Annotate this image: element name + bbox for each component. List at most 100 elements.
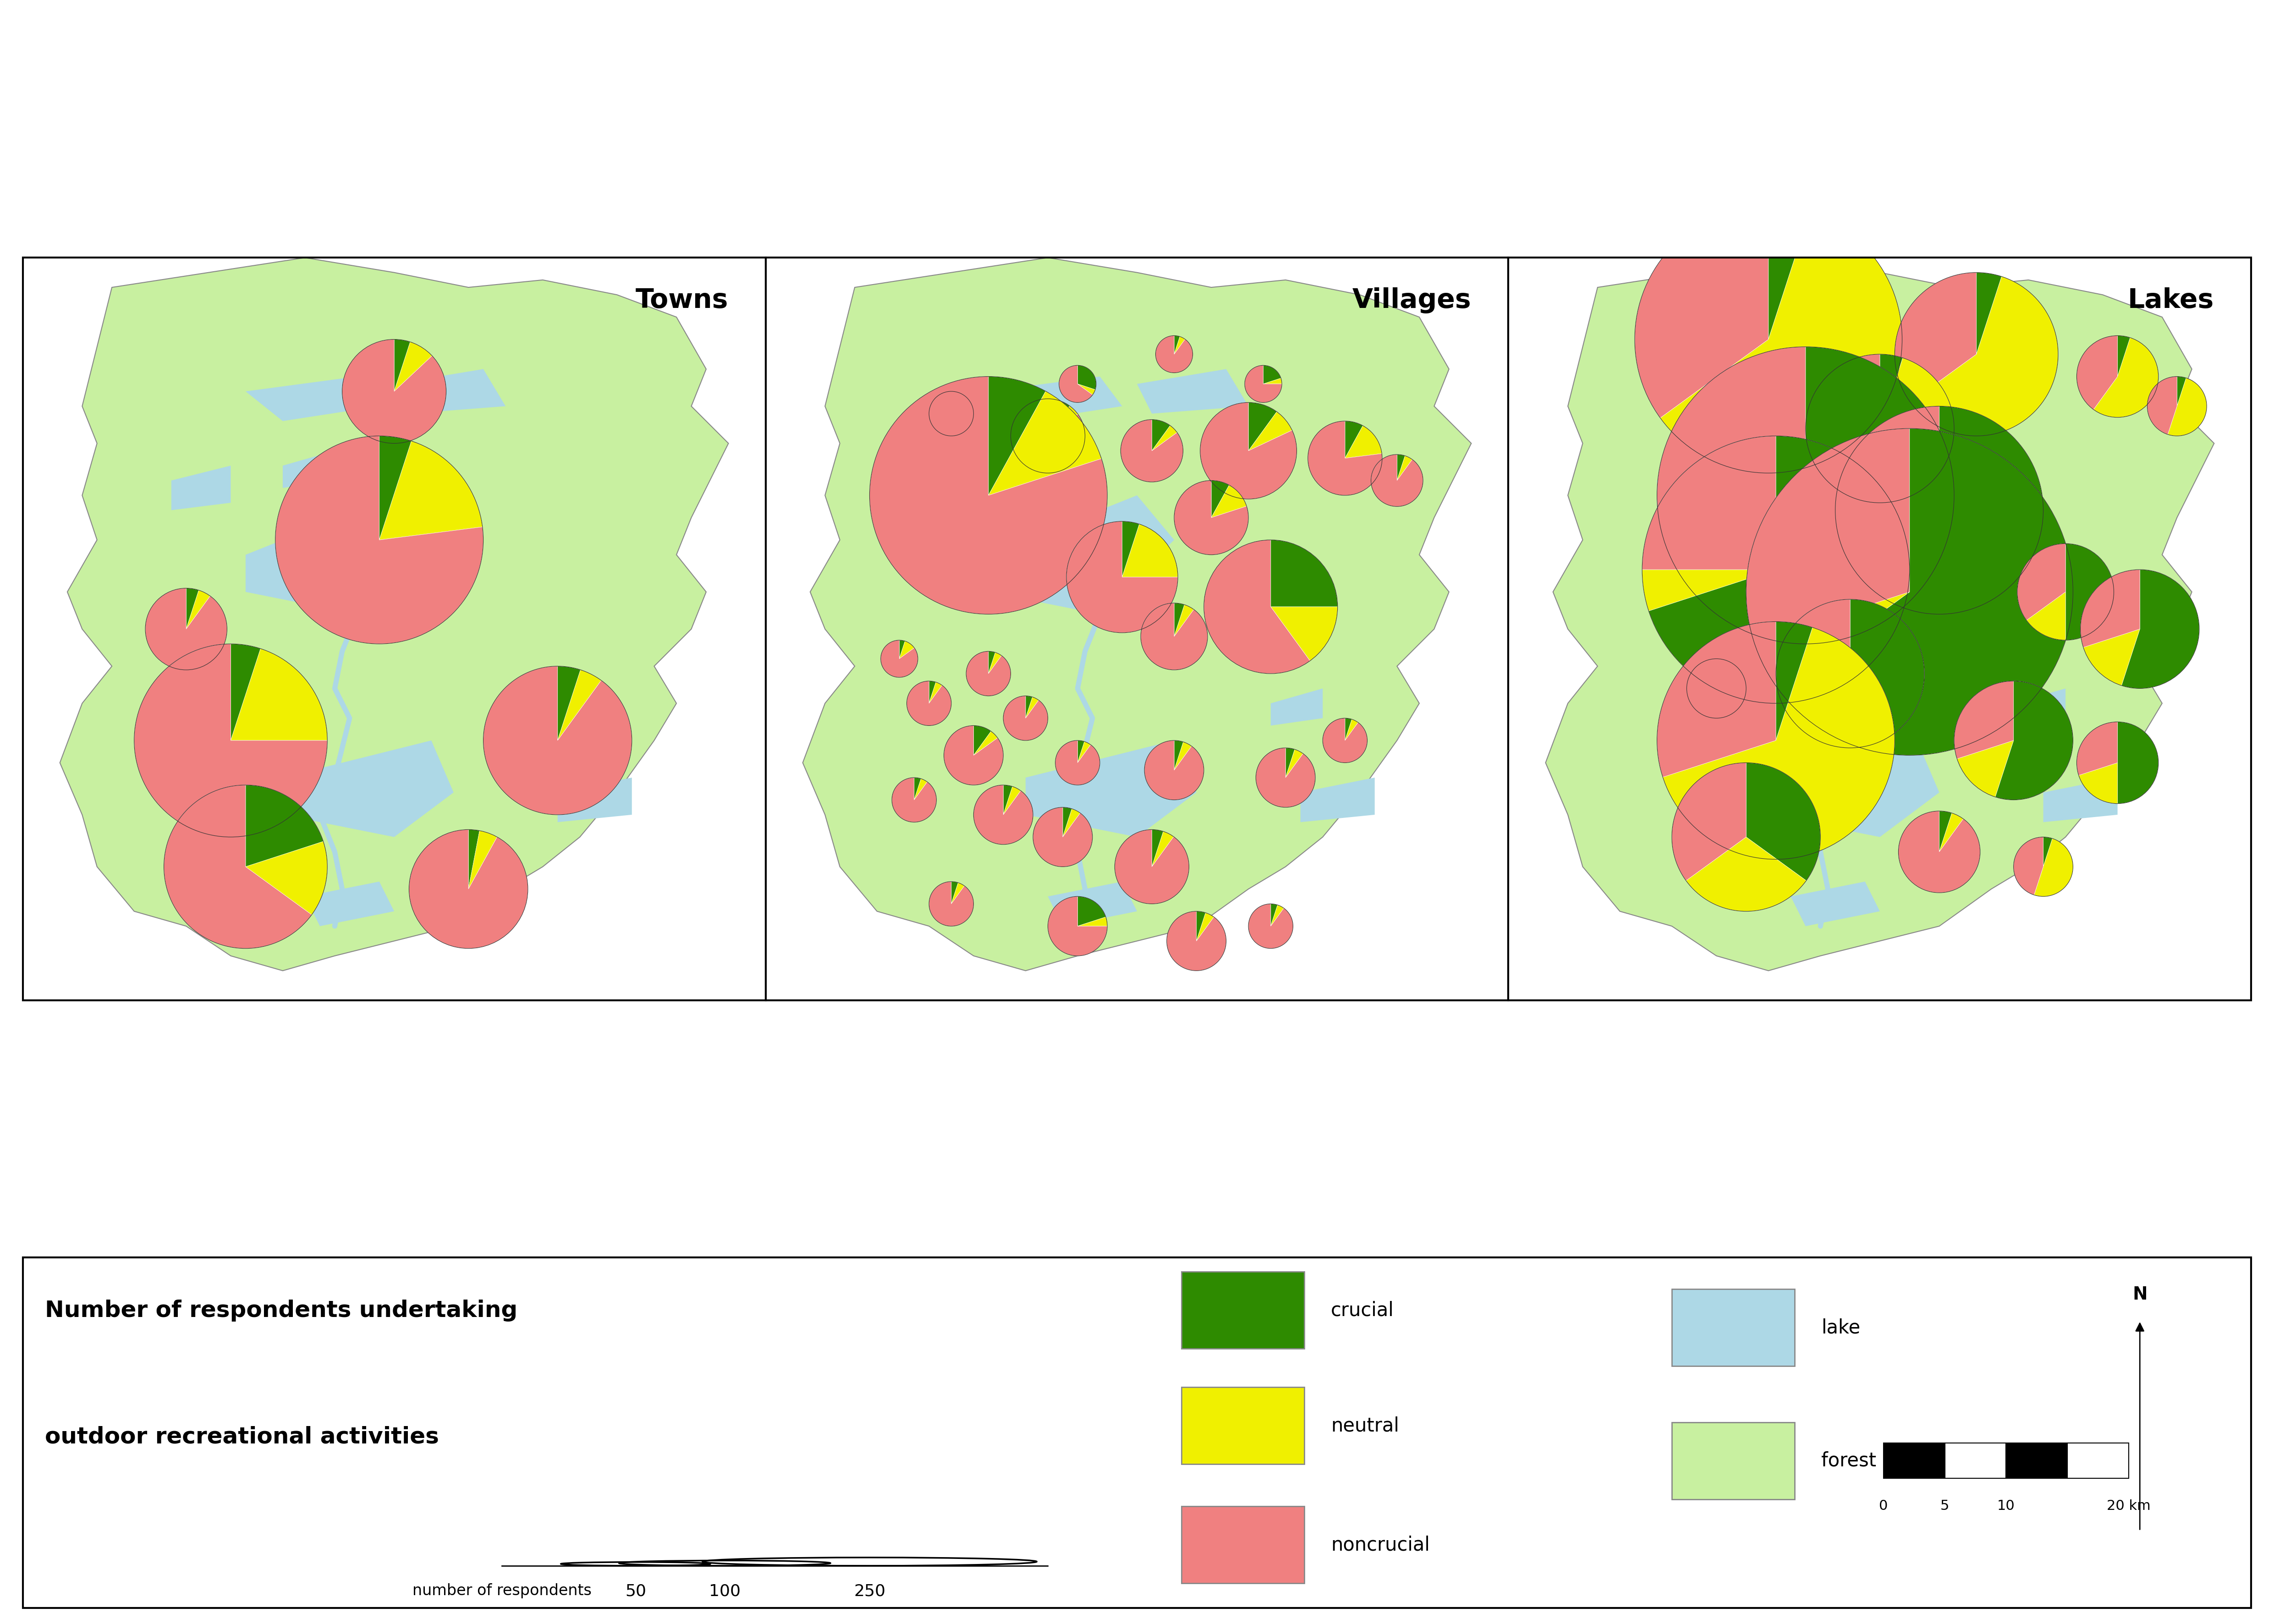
Polygon shape — [1271, 689, 1323, 726]
Wedge shape — [1806, 599, 1924, 749]
Wedge shape — [1649, 435, 1910, 703]
Wedge shape — [1244, 365, 1283, 403]
Wedge shape — [468, 830, 480, 888]
Wedge shape — [2117, 336, 2131, 377]
Wedge shape — [1271, 905, 1285, 926]
Wedge shape — [1660, 213, 1901, 473]
Wedge shape — [898, 641, 914, 659]
Wedge shape — [1167, 911, 1226, 971]
Bar — [2067, 1444, 2128, 1478]
Text: number of respondents: number of respondents — [412, 1583, 591, 1598]
Wedge shape — [2012, 836, 2044, 895]
Wedge shape — [1642, 435, 1776, 570]
Wedge shape — [484, 666, 632, 815]
Wedge shape — [2167, 378, 2206, 435]
Wedge shape — [1271, 905, 1278, 926]
Text: 10: 10 — [1997, 1499, 2015, 1512]
Wedge shape — [1078, 365, 1096, 390]
Wedge shape — [930, 680, 937, 703]
Text: forest: forest — [1821, 1452, 1876, 1470]
Polygon shape — [2044, 778, 2117, 822]
Wedge shape — [1976, 273, 2001, 354]
Wedge shape — [1910, 276, 2058, 435]
Wedge shape — [1060, 365, 1092, 403]
Wedge shape — [2033, 838, 2074, 896]
Polygon shape — [246, 377, 380, 421]
Wedge shape — [380, 442, 482, 539]
Wedge shape — [1153, 419, 1171, 451]
FancyBboxPatch shape — [1671, 1423, 1794, 1499]
Wedge shape — [1248, 905, 1294, 948]
Polygon shape — [914, 466, 973, 510]
Wedge shape — [989, 377, 1046, 495]
Wedge shape — [1173, 336, 1180, 354]
Wedge shape — [1717, 661, 1733, 689]
Wedge shape — [1790, 674, 1851, 734]
Text: noncrucial: noncrucial — [1330, 1535, 1430, 1554]
Wedge shape — [1153, 830, 1164, 867]
Wedge shape — [1769, 206, 1810, 339]
Wedge shape — [146, 588, 227, 669]
Wedge shape — [1323, 718, 1367, 763]
Wedge shape — [134, 643, 327, 836]
Wedge shape — [1173, 481, 1248, 555]
Wedge shape — [1958, 741, 2012, 797]
Polygon shape — [282, 741, 453, 836]
Wedge shape — [1048, 400, 1069, 435]
Wedge shape — [2083, 628, 2140, 685]
Wedge shape — [1308, 421, 1383, 495]
Polygon shape — [989, 377, 1121, 421]
Wedge shape — [2044, 836, 2053, 867]
Polygon shape — [1790, 882, 1881, 926]
Wedge shape — [951, 882, 957, 905]
Text: Villages: Villages — [1353, 287, 1471, 313]
Wedge shape — [2094, 338, 2158, 417]
Wedge shape — [557, 666, 580, 741]
Wedge shape — [1371, 455, 1424, 507]
Text: 5: 5 — [1940, 1499, 1949, 1512]
Wedge shape — [1048, 406, 1078, 435]
Wedge shape — [898, 640, 905, 659]
Wedge shape — [1717, 659, 1726, 689]
Wedge shape — [2147, 377, 2176, 435]
Polygon shape — [2012, 689, 2065, 726]
Wedge shape — [1753, 591, 1910, 689]
Wedge shape — [1153, 425, 1178, 451]
Wedge shape — [1078, 742, 1092, 763]
Wedge shape — [1344, 425, 1383, 458]
Polygon shape — [557, 778, 632, 822]
Wedge shape — [1067, 521, 1178, 633]
Wedge shape — [1121, 419, 1182, 482]
Wedge shape — [1658, 622, 1776, 778]
Wedge shape — [1003, 786, 1021, 815]
Wedge shape — [1856, 510, 1940, 594]
Wedge shape — [186, 590, 209, 628]
Wedge shape — [914, 778, 921, 801]
Wedge shape — [1396, 456, 1412, 481]
Wedge shape — [1858, 357, 1953, 503]
Wedge shape — [1248, 412, 1292, 451]
Polygon shape — [1048, 882, 1137, 926]
Wedge shape — [966, 651, 1010, 697]
FancyBboxPatch shape — [1671, 1289, 1794, 1366]
Wedge shape — [1635, 206, 1769, 417]
Wedge shape — [246, 784, 323, 867]
Wedge shape — [1687, 659, 1746, 718]
Wedge shape — [2078, 763, 2117, 804]
Wedge shape — [1396, 455, 1405, 481]
Polygon shape — [59, 258, 728, 971]
Wedge shape — [1173, 336, 1185, 354]
Wedge shape — [1894, 273, 1976, 403]
Wedge shape — [891, 778, 937, 822]
Wedge shape — [1255, 749, 1314, 807]
Wedge shape — [2117, 723, 2158, 804]
Wedge shape — [1881, 354, 1903, 429]
FancyBboxPatch shape — [1182, 1505, 1305, 1583]
Wedge shape — [1344, 719, 1358, 741]
Wedge shape — [409, 830, 528, 948]
Wedge shape — [1212, 481, 1230, 518]
Wedge shape — [1953, 680, 2012, 758]
Polygon shape — [1769, 451, 1821, 487]
Polygon shape — [1881, 369, 1992, 414]
Polygon shape — [1731, 377, 1865, 421]
